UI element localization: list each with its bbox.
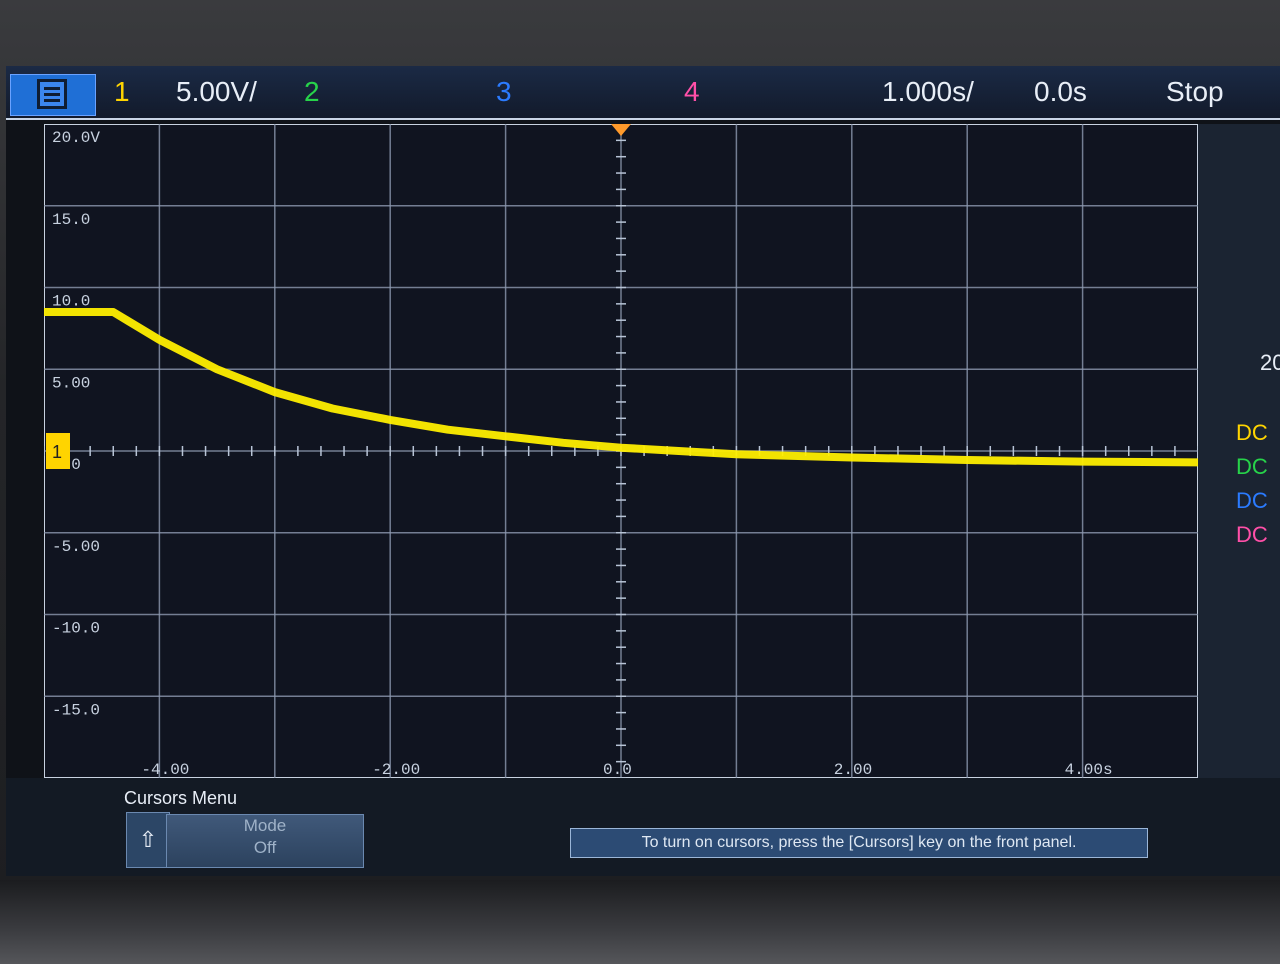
run-state[interactable]: Stop — [1166, 76, 1224, 107]
x-tick-label: -4.00 — [141, 761, 189, 778]
mode-label: Mode — [243, 816, 287, 835]
cursor-hint-message: To turn on cursors, press the [Cursors] … — [570, 828, 1148, 858]
ground-level-marker — [46, 433, 70, 469]
x-tick-label: 0.0 — [603, 761, 632, 778]
x-tick-label: -2.00 — [372, 761, 420, 778]
channel-4-label[interactable]: 4 — [684, 76, 700, 107]
menu-list-icon — [37, 79, 67, 109]
x-tick-label: 2.00 — [834, 761, 872, 778]
graticule-svg: 20.0V 15.0 10.0 5.00 0.0 -5.00 -10.0 -15.0 -4.00… — [44, 124, 1198, 778]
bezel-bottom — [0, 880, 1280, 964]
y-tick-label: 15.0 — [52, 211, 90, 229]
scope-screen: 1 5.00V/ 2 3 4 1.000s/ 0.0s Stop 20.0V 15… — [6, 66, 1280, 876]
y-tick-label: 5.00 — [52, 374, 90, 392]
channel-side-panel: 20 DC DC DC DC — [1198, 124, 1280, 840]
mode-value: Off — [253, 838, 277, 857]
y-tick-label: 10.0 — [52, 293, 90, 311]
menu-title: Cursors Menu — [124, 788, 238, 808]
channel-1-waveform — [44, 308, 1198, 467]
channel-3-label[interactable]: 3 — [496, 76, 512, 107]
vertical-scale[interactable]: 5.00V/ — [176, 76, 257, 107]
y-tick-label: -15.0 — [52, 701, 100, 719]
time-position[interactable]: 0.0s — [1034, 76, 1087, 107]
mode-softkey[interactable]: Mode Off — [166, 814, 364, 868]
ch3-coupling[interactable]: DC — [1236, 488, 1268, 513]
status-bar: 1 5.00V/ 2 3 4 1.000s/ 0.0s Stop — [6, 66, 1280, 120]
waveform-plot: 20.0V 15.0 10.0 5.00 0.0 -5.00 -10.0 -15.0 -4.00… — [44, 124, 1274, 840]
trigger-position-marker — [611, 124, 631, 136]
ch2-coupling[interactable]: DC — [1236, 454, 1268, 479]
side-panel-value: 20 — [1260, 350, 1280, 375]
x-tick-label: 4.00s — [1065, 761, 1113, 778]
y-tick-label: -10.0 — [52, 620, 100, 638]
ground-marker-label: 1 — [52, 442, 62, 462]
channel-1-label[interactable]: 1 — [114, 76, 130, 107]
y-tick-label: 20.0V — [52, 129, 100, 147]
up-arrow-icon[interactable]: ⇧ — [126, 812, 170, 868]
time-per-division[interactable]: 1.000s/ — [882, 76, 974, 107]
main-menu-button[interactable] — [10, 74, 96, 116]
y-tick-label: -5.00 — [52, 538, 100, 556]
ch1-coupling[interactable]: DC — [1236, 420, 1268, 445]
channel-2-label[interactable]: 2 — [304, 76, 320, 107]
ch4-coupling[interactable]: DC — [1236, 522, 1268, 547]
